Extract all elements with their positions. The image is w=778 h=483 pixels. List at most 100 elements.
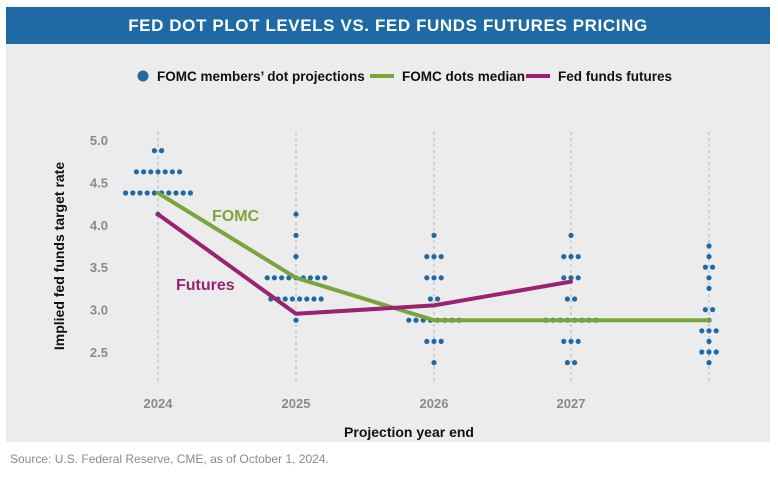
dot-projection	[710, 307, 716, 313]
dot-projection	[702, 264, 709, 270]
dot-projection	[169, 169, 175, 175]
dot-projection	[431, 275, 437, 281]
dot-projection	[424, 275, 430, 281]
dot-projection	[151, 148, 157, 154]
y-axis-title: Implied fed funds target rate	[51, 162, 67, 350]
dot-projection	[568, 275, 574, 281]
dot-projection	[279, 275, 285, 281]
dot-projection	[322, 275, 328, 281]
x-tick-label: 2027	[557, 396, 586, 411]
dot-projection	[130, 190, 136, 196]
dot-projection	[293, 317, 299, 323]
y-tick-label: 5.0	[90, 133, 108, 148]
dot-projection	[282, 296, 288, 302]
dot-projection	[141, 169, 147, 175]
dot-projection	[706, 338, 712, 344]
dot-projection	[564, 296, 571, 302]
dot-projection	[431, 338, 437, 344]
dot-projection	[180, 190, 186, 196]
dot-projection	[575, 254, 581, 260]
dot-projection	[568, 232, 574, 238]
dot-projection	[710, 264, 716, 270]
legend-dot-marker	[137, 70, 149, 82]
dot-projection	[572, 296, 578, 302]
dot-projection	[706, 275, 712, 281]
dot-projection	[575, 275, 581, 281]
y-tick-label: 2.5	[90, 345, 108, 360]
dot-projection	[702, 307, 709, 313]
dot-projection	[123, 190, 129, 196]
dot-projection	[438, 338, 444, 344]
dot-projection	[293, 254, 299, 260]
dot-projection	[173, 190, 179, 196]
dot-projection	[166, 190, 172, 196]
dot-projection	[413, 317, 419, 323]
dot-projection	[431, 254, 437, 260]
dot-projection	[177, 169, 183, 175]
dot-projection	[133, 169, 139, 175]
dot-projection	[311, 296, 317, 302]
dot-projection	[304, 296, 310, 302]
dot-projection	[424, 254, 430, 260]
annotation-futures: Futures	[176, 277, 235, 294]
dot-projection	[564, 360, 571, 366]
dot-projection	[424, 338, 430, 344]
x-tick-label: 2026	[420, 396, 449, 411]
dot-projection	[706, 349, 712, 355]
dot-projection	[706, 243, 712, 249]
legend: FOMC members’ dot projections FOMC dots …	[137, 69, 672, 84]
dot-projection	[406, 317, 412, 323]
chart-title: FED DOT PLOT LEVELS VS. FED FUNDS FUTURE…	[6, 7, 770, 44]
y-axis-ticks: 2.5 3.0 3.5 4.0 4.5 5.0	[90, 133, 108, 360]
dot-projection	[706, 328, 712, 334]
futures-line	[156, 212, 573, 316]
legend-label-dots: FOMC members’ dot projections	[157, 69, 365, 84]
x-tick-label: 2025	[282, 396, 311, 411]
dot-projection	[713, 328, 719, 334]
dot-projection	[438, 275, 444, 281]
x-tick-label: 2024	[144, 396, 174, 411]
dot-projection	[148, 169, 154, 175]
dot-projection	[315, 275, 321, 281]
dot-projection	[293, 211, 299, 217]
dot-projection	[144, 190, 150, 196]
dot-projection	[431, 360, 437, 366]
dot-projection	[706, 254, 712, 260]
dot-projection	[307, 275, 313, 281]
dot-projection	[137, 190, 143, 196]
dot-projection	[187, 190, 193, 196]
source-note: Source: U.S. Federal Reserve, CME, as of…	[10, 452, 329, 466]
chart-panel	[6, 7, 770, 442]
dot-projection	[575, 338, 581, 344]
dot-projection	[706, 360, 712, 366]
dot-projection	[568, 254, 574, 260]
y-tick-label: 4.5	[90, 175, 108, 190]
dot-projection	[155, 169, 161, 175]
annotation-fomc: FOMC	[212, 208, 260, 225]
dot-projection	[561, 275, 567, 281]
dot-projection	[431, 232, 437, 238]
y-tick-label: 3.0	[90, 303, 108, 318]
dot-projection	[151, 190, 157, 196]
dot-projection	[264, 275, 270, 281]
dot-projection	[561, 338, 567, 344]
dot-projection	[318, 296, 324, 302]
median-line	[156, 191, 711, 323]
y-tick-label: 3.5	[90, 260, 108, 275]
legend-label-median: FOMC dots median	[402, 69, 525, 84]
x-axis-title: Projection year end	[344, 424, 474, 440]
dot-projection	[568, 338, 574, 344]
dot-projections	[123, 148, 719, 366]
series-lines	[156, 191, 711, 323]
dot-projection	[572, 360, 578, 366]
dot-projection	[706, 285, 712, 291]
dot-projection	[561, 254, 567, 260]
dot-projection	[159, 148, 165, 154]
dot-projection	[438, 254, 444, 260]
dot-projection	[713, 349, 719, 355]
dot-projection	[427, 296, 433, 302]
y-tick-label: 4.0	[90, 218, 108, 233]
dot-projection	[699, 349, 705, 355]
dot-projection	[289, 296, 295, 302]
